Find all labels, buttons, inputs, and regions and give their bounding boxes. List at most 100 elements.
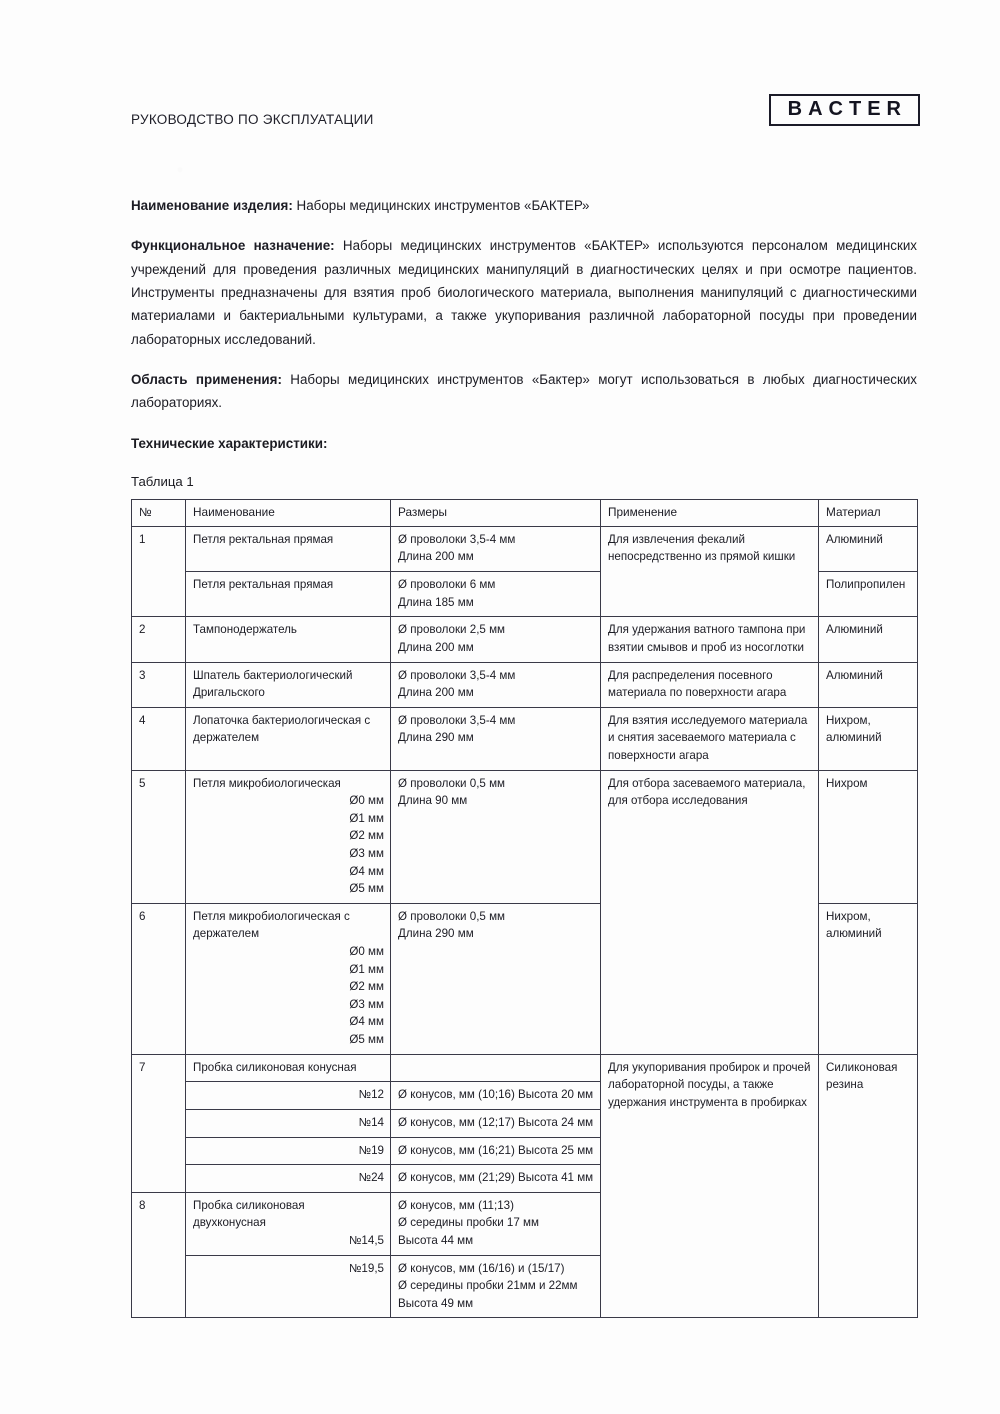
column-header-dimensions: Размеры (390, 498, 601, 527)
size-label: №14,5 (348, 1233, 384, 1247)
cell-number: 3 (131, 661, 186, 708)
purpose-label: Функциональное назначение: (131, 238, 335, 254)
loop-name: Петля микробиологическая (193, 776, 341, 790)
cell-dimensions: Ø проволоки 3,5-4 мм Длина 200 мм (390, 661, 601, 708)
diameter-item: Ø5 мм (349, 1033, 384, 1047)
cell-name: Петля микробиологическая с держателем Ø0… (185, 902, 391, 1055)
cell-material-merged: Силиконовая резина (818, 1053, 918, 1319)
size-label: №19,5 (348, 1261, 384, 1275)
cell-usage-merged: Для укупоривания пробирок и прочей лабор… (600, 1053, 819, 1319)
cell-name: Шпатель бактериологический Дригальского (185, 661, 391, 708)
table-row: №19,5 Ø конусов, мм (16/16) и (15/17) Ø … (132, 1254, 918, 1319)
dimension-line: Ø конусов, мм (11;13) (398, 1198, 514, 1212)
cell-number: 1 (131, 525, 186, 618)
dimension-line: Ø проволоки 2,5 мм (398, 623, 506, 637)
cell-dimensions: Ø проволоки 2,5 мм Длина 200 мм (390, 616, 601, 663)
cell-material: Алюминий (818, 525, 918, 573)
purpose-value: Наборы медицинских инструментов «БАКТЕР»… (131, 238, 918, 347)
cell-dimensions: Ø конусов, мм (16;21) Высота 25 мм (390, 1136, 601, 1166)
dimension-line: Длина 290 мм (398, 927, 474, 941)
cell-name: Тампонодержатель (185, 616, 391, 663)
scope-paragraph: Область применения: Наборы медицинских и… (131, 368, 917, 415)
dimension-line: Длина 200 мм (398, 686, 474, 700)
diameter-list: Ø0 мм Ø1 мм Ø2 мм Ø3 мм Ø4 мм Ø5 мм (193, 792, 384, 898)
cell-usage: Для удержания ватного тампона при взятии… (600, 616, 819, 663)
diameter-item: Ø4 мм (349, 1015, 384, 1029)
table-row: Петля ректальная прямая Ø проволоки 6 мм… (132, 571, 918, 618)
cell-dimensions: Ø конусов, мм (16/16) и (15/17) Ø середи… (390, 1254, 601, 1319)
cell-name: №19,5 (185, 1254, 391, 1319)
dimension-line: Длина 200 мм (398, 550, 474, 564)
cell-material: Нихром (818, 769, 918, 904)
diameter-item: Ø3 мм (349, 997, 384, 1011)
cell-material: Нихром, алюминий (818, 706, 918, 771)
cell-dimensions: Ø проволоки 3,5-4 мм Длина 290 мм (390, 706, 601, 771)
cell-number: 4 (131, 706, 186, 771)
diameter-item: Ø0 мм (349, 794, 384, 808)
column-header-name: Наименование (185, 498, 391, 527)
cell-name: Пробка силиконовая двухконусная №14,5 (185, 1191, 391, 1256)
table-row: №24 Ø конусов, мм (21;29) Высота 41 мм (132, 1164, 918, 1193)
dimension-line: Ø проволоки 0,5 мм (398, 776, 506, 790)
dimension-line: Ø середины пробки 17 мм (398, 1216, 539, 1230)
cell-name: №14 (185, 1108, 391, 1138)
dimension-line: Высота 44 мм (398, 1233, 474, 1247)
plug-name-line2: двухконусная (193, 1216, 266, 1230)
dimension-line: Ø конусов, мм (16/16) и (15/17) (398, 1261, 565, 1275)
product-name-label: Наименование изделия: (131, 198, 293, 213)
scope-value: Наборы медицинских инструментов «Бактер»… (131, 371, 917, 411)
cell-dimensions: Ø конусов, мм (12;17) Высота 24 мм (390, 1108, 601, 1138)
cell-name: №24 (185, 1164, 391, 1193)
size-label: №19 (358, 1143, 384, 1157)
cell-name: Петля микробиологическая Ø0 мм Ø1 мм Ø2 … (185, 769, 391, 904)
cell-number: 6 (131, 902, 186, 1055)
diameter-item: Ø4 мм (349, 864, 384, 878)
dimension-line: Длина 200 мм (398, 640, 474, 654)
cell-dimensions: Ø конусов, мм (10;16) Высота 20 мм (390, 1081, 601, 1110)
size-label: №14 (358, 1115, 384, 1129)
cell-dimensions: Ø конусов, мм (11;13) Ø середины пробки … (390, 1191, 601, 1256)
dimension-line: Длина 290 мм (398, 731, 474, 745)
cell-name: Лопаточка бактериологическая с держателе… (185, 706, 391, 771)
column-header-usage: Применение (600, 498, 819, 527)
table-row: 1 Петля ректальная прямая Ø проволоки 3,… (131, 525, 918, 618)
cell-dimensions: Ø конусов, мм (21;29) Высота 41 мм (390, 1164, 601, 1193)
cell-material: Полипропилен (818, 571, 918, 618)
cell-name: Петля ректальная прямая (185, 525, 391, 573)
table-row: 2 Тампонодержатель Ø проволоки 2,5 мм Дл… (131, 616, 918, 663)
document-kicker: РУКОВОДСТВО ПО ЭКСПЛУАТАЦИИ (131, 112, 374, 127)
cell-number: 2 (131, 616, 186, 663)
dimension-line: Ø проволоки 3,5-4 мм (398, 668, 516, 682)
product-name-paragraph: Наименование изделия: Наборы медицинских… (131, 194, 917, 217)
table-row: 3 Шпатель бактериологический Дригальског… (131, 661, 918, 708)
table-row: 5 Петля микробиологическая Ø0 мм Ø1 мм Ø… (131, 769, 918, 1055)
cell-name: №12 (185, 1081, 391, 1110)
table-row: 6 Петля микробиологическая с держателем … (131, 902, 918, 1055)
product-name-value: Наборы медицинских инструментов «БАКТЕР» (292, 198, 590, 213)
dimension-line: Ø проволоки 3,5-4 мм (398, 532, 516, 546)
plug-name-line1: Пробка силиконовая (193, 1198, 305, 1212)
purpose-paragraph: Функциональное назначение: Наборы медици… (131, 234, 917, 351)
column-header-number: № (131, 498, 186, 527)
column-header-material: Материал (818, 498, 918, 527)
dimension-line: Ø проволоки 6 мм (398, 578, 496, 592)
specs-heading: Технические характеристики: (131, 435, 328, 451)
cell-name: Пробка силиконовая конусная (185, 1053, 391, 1083)
cell-usage: Для взятия исследуемого материала и снят… (600, 706, 819, 771)
cell-material: Алюминий (818, 616, 918, 663)
loop-name: Петля микробиологическая с держателем (193, 909, 350, 941)
cell-name: Петля ректальная прямая (185, 571, 391, 618)
table-row: №12 Ø конусов, мм (10;16) Высота 20 мм (132, 1081, 918, 1110)
cell-number: 7 (131, 1053, 186, 1193)
diameter-item: Ø5 мм (349, 882, 384, 896)
dimension-line: Длина 185 мм (398, 595, 474, 609)
cell-dimensions: Ø проволоки 3,5-4 мм Длина 200 мм (390, 525, 601, 573)
cell-dimensions: Ø проволоки 0,5 мм Длина 90 мм (390, 769, 601, 904)
table-caption: Таблица 1 (131, 473, 194, 489)
diameter-item: Ø2 мм (349, 980, 384, 994)
diameter-list: Ø0 мм Ø1 мм Ø2 мм Ø3 мм Ø4 мм Ø5 мм (193, 943, 384, 1049)
cell-usage: Для распределения посевного материала по… (600, 661, 819, 708)
diameter-item: Ø1 мм (349, 811, 384, 825)
dimension-line: Ø проволоки 3,5-4 мм (398, 713, 516, 727)
table-row: 4 Лопаточка бактериологическая с держате… (131, 706, 918, 771)
